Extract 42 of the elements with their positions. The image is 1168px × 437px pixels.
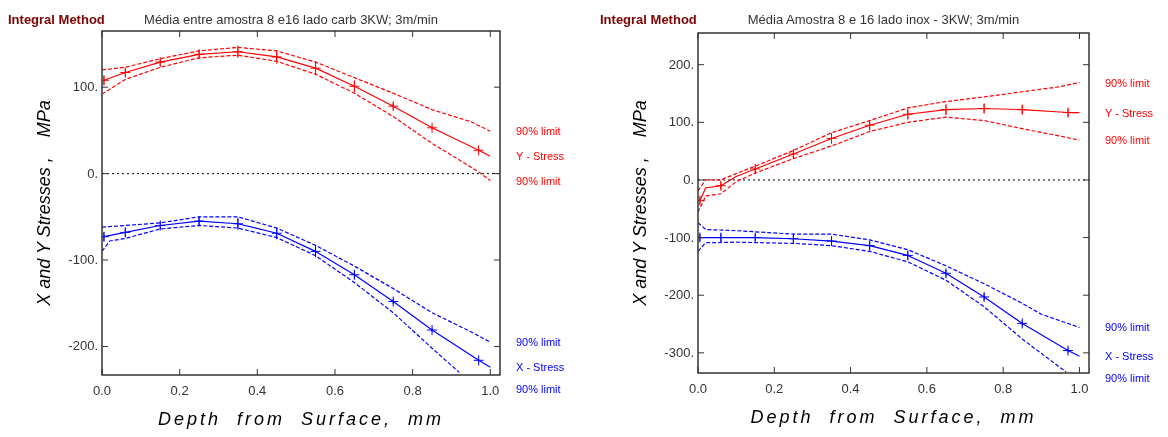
y-axis-title: X and Y Stresses , MPa — [630, 100, 650, 307]
text: 90% limit — [516, 336, 561, 349]
chart-title: Média entre amostra 8 e16 lado carb 3KW; 3m/min — [144, 12, 438, 27]
text: 90% limit — [516, 125, 561, 138]
y-tick-label: 200. — [668, 56, 694, 72]
y-tick-label: -200. — [68, 338, 98, 354]
text: 90% limit — [516, 174, 561, 187]
text: X - Stress — [516, 361, 565, 374]
y-tick-label: 0. — [87, 165, 98, 181]
x-tick-label: 0.4 — [248, 383, 267, 398]
x-tick-label: 1.0 — [1070, 381, 1089, 396]
text: Integral Method — [8, 12, 105, 27]
x-tick-label: 0.4 — [841, 381, 860, 396]
text: 90% limit — [1105, 321, 1150, 334]
x-tick-label: 0.0 — [92, 383, 112, 398]
y-tick-label: -300. — [664, 344, 694, 360]
text: Y - Stress — [1105, 106, 1154, 119]
x-tick-label: 0.8 — [994, 381, 1013, 396]
text: X - Stress — [1105, 350, 1154, 363]
x-axis-title: Depth from Surface, mm — [157, 409, 445, 429]
text: Integral Method — [600, 12, 697, 27]
x-tick-label: 0.6 — [917, 381, 936, 396]
y-tick-label: 0. — [683, 171, 694, 187]
y-tick-label: -100. — [664, 229, 694, 245]
text: 90% limit — [1105, 372, 1150, 385]
x-tick-label: 0.2 — [765, 381, 784, 396]
x-tick-label: 0.8 — [403, 383, 422, 398]
y-tick-label: 100. — [72, 79, 98, 95]
text: 90% limit — [1105, 134, 1150, 147]
text: 90% limit — [1105, 76, 1150, 89]
x-tick-label: 0.0 — [688, 381, 708, 396]
x-tick-label: 0.6 — [325, 383, 345, 398]
y-axis-title: X and Y Stresses , MPa — [34, 100, 54, 307]
x-tick-label: 0.2 — [170, 383, 189, 398]
x-axis-title: Depth from Surface, mm — [750, 407, 1037, 427]
y-tick-label: -100. — [68, 252, 98, 268]
text: Y - Stress — [516, 150, 565, 163]
chart-title: Média Amostra 8 e 16 lado inox - 3KW; 3m/min — [747, 12, 1020, 27]
y-tick-label: -200. — [664, 287, 694, 303]
y-tick-label: 100. — [668, 114, 694, 130]
text: 90% limit — [516, 383, 561, 396]
x-tick-label: 1.0 — [481, 383, 500, 398]
